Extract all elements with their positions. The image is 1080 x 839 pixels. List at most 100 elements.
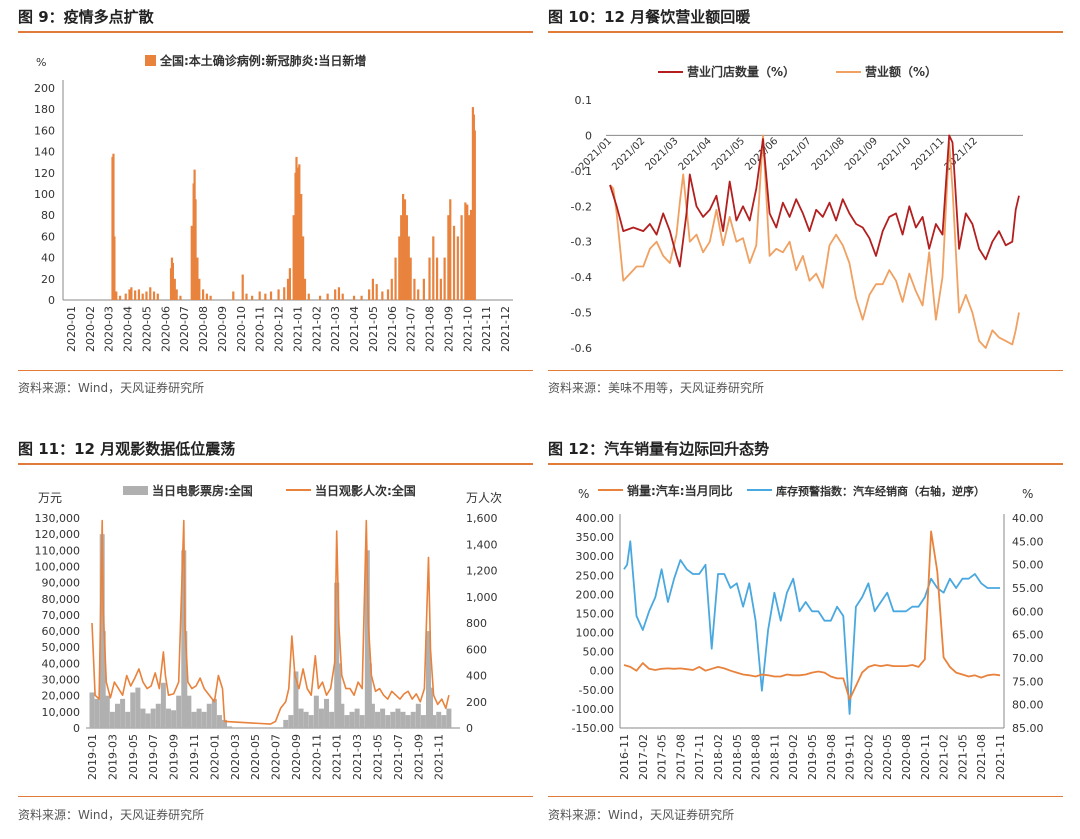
chart-fig9: % 全国:本土确诊病例:新冠肺炎:当日新增20018016014012010080…: [34, 53, 513, 352]
bar: [149, 287, 152, 300]
bar: [135, 687, 141, 728]
bar: [232, 291, 235, 300]
title-divider: [548, 463, 1063, 465]
x-tick-label: 2020-02: [862, 734, 875, 780]
bar: [176, 695, 182, 728]
x-tick-label: 2021-01: [291, 306, 304, 352]
x-tick-label: 2019-02: [787, 734, 800, 780]
chart-source: 资料来源：Wind，天风证券研究所: [18, 381, 205, 395]
bar: [308, 715, 314, 728]
panel-fig12: 图 12：汽车销量有边际回升态势 %% 销量:汽车:当月同比 库存预警指数：汽车经销…: [548, 438, 1063, 838]
x-tick-label: 2021/02: [610, 136, 647, 173]
bar: [417, 289, 420, 300]
y-tick-label: 80: [41, 209, 55, 222]
line-audience: [91, 519, 450, 725]
chart-source: 资料来源：Wind，天风证券研究所: [548, 808, 735, 822]
bar: [201, 711, 207, 728]
bar: [145, 291, 148, 300]
y-tick-label: 20: [41, 273, 55, 286]
y-tick-label: 0: [585, 129, 592, 142]
bar: [298, 164, 301, 300]
x-tick-label: 2021-07: [405, 306, 418, 352]
x-tick-label: 2018-11: [768, 734, 781, 780]
x-tick-label: 2018-05: [731, 734, 744, 780]
y-tick-label-left: 50,000: [42, 641, 81, 654]
bar: [439, 278, 442, 300]
bar: [394, 257, 397, 300]
bar: [288, 268, 291, 300]
bar: [460, 215, 463, 300]
x-tick-label: 2021/03: [643, 136, 680, 173]
y-tick-label-left: 120,000: [35, 528, 81, 541]
bar: [375, 284, 378, 300]
x-tick-label: 2021/10: [876, 136, 913, 173]
bar: [341, 293, 344, 300]
bar: [431, 715, 437, 728]
bar: [118, 295, 122, 300]
bar: [125, 711, 131, 728]
bar: [324, 698, 330, 728]
x-tick-label: 2020-06: [159, 306, 172, 352]
x-tick-label: 2020-12: [273, 306, 286, 352]
x-tick-label: 2021-01: [331, 734, 344, 780]
bar: [415, 703, 421, 728]
bar: [380, 708, 386, 728]
x-tick-label: 2021/04: [677, 136, 714, 173]
x-tick-label: 2021-05: [956, 734, 969, 780]
y-tick-label-left: 400.00: [576, 512, 615, 525]
legend-label: 当日观影人次:全国: [315, 483, 416, 498]
bar: [301, 236, 305, 300]
bar: [300, 194, 303, 300]
legend-label: 营业门店数量（%）: [687, 64, 795, 79]
bar: [156, 293, 159, 300]
bar: [115, 291, 118, 300]
bar: [395, 708, 401, 728]
x-tick-label: 2019-01: [86, 734, 99, 780]
source-divider: [548, 796, 1063, 797]
x-tick-label: 2021-11: [480, 306, 493, 352]
y-tick-label: 180: [34, 103, 55, 116]
bar: [432, 236, 435, 300]
line-revenue: [609, 134, 1020, 349]
bar: [390, 711, 396, 728]
y-tick-label: 40: [41, 252, 55, 265]
legend-label: 当日电影票房:全国: [152, 483, 253, 498]
x-tick-label: 2019-05: [806, 734, 819, 780]
bar: [196, 257, 199, 300]
bar: [307, 293, 310, 300]
x-tick-label: 2020-05: [140, 306, 153, 352]
title-divider: [548, 31, 1063, 33]
bar: [179, 295, 182, 300]
legend-label: 库存预警指数：汽车经销商（右轴，逆序）: [776, 484, 985, 498]
y-tick-label-right: 0: [466, 722, 473, 735]
bar: [205, 293, 208, 300]
x-tick-label: 2021/11: [909, 136, 946, 173]
x-tick-label: 2021-03: [329, 306, 342, 352]
bar: [112, 153, 115, 300]
x-tick-label: 2019-09: [168, 734, 181, 780]
bar: [413, 278, 416, 300]
y-tick-label: -0.3: [571, 236, 592, 249]
x-tick-label: 2019-05: [127, 734, 140, 780]
bar: [293, 671, 299, 728]
bar: [381, 291, 384, 300]
panel-fig9: 图 9：疫情多点扩散 % 全国:本土确诊病例:新冠肺炎:当日新增 200 180 160…: [18, 6, 533, 406]
x-tick-label: 2020-08: [900, 734, 913, 780]
bar: [452, 225, 456, 300]
y-unit-label-right: %: [1022, 487, 1033, 501]
x-tick-label: 2020-11: [310, 734, 323, 780]
bar: [403, 199, 407, 300]
bar: [334, 582, 340, 728]
x-tick-label: 2021/01: [577, 136, 614, 173]
y-tick-label-right: 60.00: [1012, 605, 1044, 618]
y-tick-label-left: -50.00: [579, 684, 614, 697]
bar: [303, 711, 309, 728]
line-sales-yoy: [623, 530, 1001, 701]
bar: [114, 703, 120, 728]
bar: [292, 215, 295, 300]
x-tick-label: 2017-08: [674, 734, 687, 780]
x-tick-label: 2021-11: [994, 734, 1007, 780]
y-tick-label-left: 350.00: [576, 531, 615, 544]
title-divider: [18, 463, 533, 465]
bar: [216, 715, 222, 728]
